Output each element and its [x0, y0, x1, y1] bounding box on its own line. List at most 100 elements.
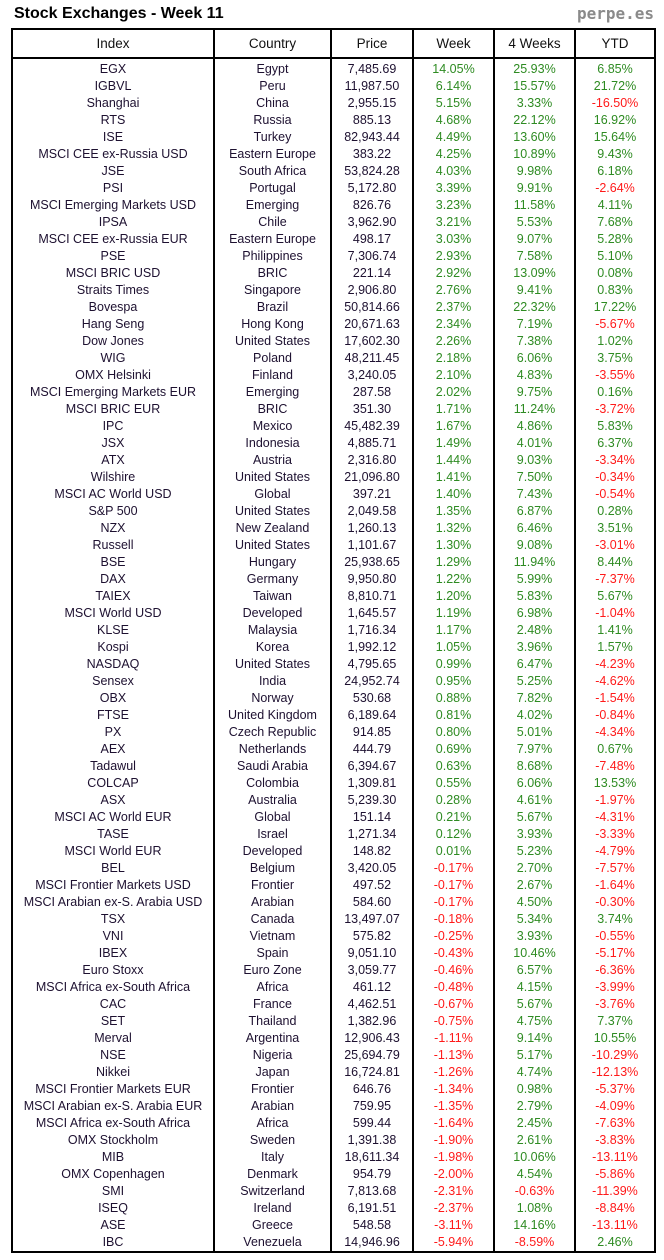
week-change-cell: 0.80% [412, 724, 495, 741]
four-weeks-change-cell: 2.79% [493, 1098, 576, 1115]
week-change-cell: 1.41% [412, 469, 495, 486]
week-change-cell: 1.29% [412, 554, 495, 571]
four-weeks-change-cell: 4.02% [493, 707, 576, 724]
country-cell: BRIC [213, 401, 332, 418]
week-change-cell: 1.20% [412, 588, 495, 605]
country-cell: Global [213, 809, 332, 826]
week-change-cell: -1.35% [412, 1098, 495, 1115]
week-change-cell: -0.17% [412, 877, 495, 894]
table-row: MSCI World USD Developed 1,645.57 1.19% 6.98… [11, 605, 656, 622]
price-cell: 826.76 [330, 197, 414, 214]
stock-exchanges-table: Index Country Price Week 4 Weeks YTD EGX… [11, 28, 656, 1253]
table-row: WIG Poland 48,211.45 2.18% 6.06% 3.75% [11, 350, 656, 367]
price-cell: 25,938.65 [330, 554, 414, 571]
four-weeks-change-cell: 2.61% [493, 1132, 576, 1149]
price-cell: 530.68 [330, 690, 414, 707]
index-cell: PX [11, 724, 215, 741]
table-row: JSE South Africa 53,824.28 4.03% 9.98% 6.18% [11, 163, 656, 180]
table-row: MSCI BRIC EUR BRIC 351.30 1.71% 11.24% -3.72% [11, 401, 656, 418]
table-row: MSCI Africa ex-South Africa Africa 599.44-… [11, 1115, 656, 1132]
table-row: BSE Hungary 25,938.65 1.29% 11.94% 8.44% [11, 554, 656, 571]
country-cell: Norway [213, 690, 332, 707]
week-change-cell: -0.46% [412, 962, 495, 979]
index-cell: TAIEX [11, 588, 215, 605]
country-cell: Nigeria [213, 1047, 332, 1064]
index-cell: Hang Seng [11, 316, 215, 333]
country-cell: Singapore [213, 282, 332, 299]
table-row: PX Czech Republic 914.85 0.80% 5.01% -4.34% [11, 724, 656, 741]
ytd-change-cell: 1.57% [574, 639, 656, 656]
index-cell: OMX Stockholm [11, 1132, 215, 1149]
four-weeks-change-cell: 8.68% [493, 758, 576, 775]
four-weeks-change-cell: 9.07% [493, 231, 576, 248]
four-weeks-change-cell: 13.60% [493, 129, 576, 146]
index-cell: ATX [11, 452, 215, 469]
week-change-cell: 1.30% [412, 537, 495, 554]
week-change-cell: 0.28% [412, 792, 495, 809]
price-cell: 498.17 [330, 231, 414, 248]
price-cell: 4,462.51 [330, 996, 414, 1013]
four-weeks-change-cell: 11.24% [493, 401, 576, 418]
table-row: Sensex India 24,952.74 0.95% 5.25% -4.62% [11, 673, 656, 690]
ytd-change-cell: -1.64% [574, 877, 656, 894]
table-row: PSI Portugal 5,172.80 3.39% 9.91% -2.64% [11, 180, 656, 197]
four-weeks-change-cell: 5.17% [493, 1047, 576, 1064]
ytd-change-cell: 0.08% [574, 265, 656, 282]
week-change-cell: -5.94% [412, 1234, 495, 1252]
four-weeks-change-cell: 6.46% [493, 520, 576, 537]
ytd-change-cell: 1.02% [574, 333, 656, 350]
four-weeks-change-cell: 9.14% [493, 1030, 576, 1047]
ytd-change-cell: -6.36% [574, 962, 656, 979]
table-row: TASE Israel 1,271.34 0.12% 3.93% -3.33% [11, 826, 656, 843]
ytd-change-cell: -0.84% [574, 707, 656, 724]
country-cell: Japan [213, 1064, 332, 1081]
four-weeks-change-cell: 15.57% [493, 78, 576, 95]
price-cell: 1,382.96 [330, 1013, 414, 1030]
index-cell: SET [11, 1013, 215, 1030]
ytd-change-cell: -4.62% [574, 673, 656, 690]
index-cell: ISEQ [11, 1200, 215, 1217]
price-cell: 885.13 [330, 112, 414, 129]
index-cell: Sensex [11, 673, 215, 690]
country-cell: Chile [213, 214, 332, 231]
country-cell: Colombia [213, 775, 332, 792]
country-cell: Africa [213, 1115, 332, 1132]
week-change-cell: 3.23% [412, 197, 495, 214]
index-cell: MSCI BRIC USD [11, 265, 215, 282]
week-change-cell: 1.71% [412, 401, 495, 418]
ytd-change-cell: 5.28% [574, 231, 656, 248]
price-cell: 82,943.44 [330, 129, 414, 146]
four-weeks-change-cell: 11.58% [493, 197, 576, 214]
country-cell: Czech Republic [213, 724, 332, 741]
price-cell: 497.52 [330, 877, 414, 894]
ytd-change-cell: 0.67% [574, 741, 656, 758]
week-change-cell: -1.98% [412, 1149, 495, 1166]
column-header-ytd: YTD [574, 28, 656, 59]
four-weeks-change-cell: 3.96% [493, 639, 576, 656]
table-row: MSCI Emerging Markets USD Emerging 826.76 3… [11, 197, 656, 214]
price-cell: 584.60 [330, 894, 414, 911]
index-cell: TASE [11, 826, 215, 843]
price-cell: 599.44 [330, 1115, 414, 1132]
table-body: EGX Egypt 7,485.69 14.05% 25.93% 6.85% IGBVL Pe… [11, 58, 656, 1252]
index-cell: PSE [11, 248, 215, 265]
week-change-cell: -1.26% [412, 1064, 495, 1081]
table-row: MSCI AC World EUR Global 151.14 0.21% 5.67% -… [11, 809, 656, 826]
week-change-cell: 0.55% [412, 775, 495, 792]
week-change-cell: 2.76% [412, 282, 495, 299]
index-cell: BSE [11, 554, 215, 571]
ytd-change-cell: -1.54% [574, 690, 656, 707]
table-row: IBEX Spain 9,051.10 -0.43% 10.46% -5.17% [11, 945, 656, 962]
country-cell: Germany [213, 571, 332, 588]
country-cell: Russia [213, 112, 332, 129]
week-change-cell: 0.63% [412, 758, 495, 775]
price-cell: 461.12 [330, 979, 414, 996]
ytd-change-cell: -11.39% [574, 1183, 656, 1200]
week-change-cell: 6.14% [412, 78, 495, 95]
price-cell: 3,059.77 [330, 962, 414, 979]
ytd-change-cell: -3.72% [574, 401, 656, 418]
price-cell: 548.58 [330, 1217, 414, 1234]
ytd-change-cell: 1.41% [574, 622, 656, 639]
price-cell: 4,795.65 [330, 656, 414, 673]
four-weeks-change-cell: -0.63% [493, 1183, 576, 1200]
